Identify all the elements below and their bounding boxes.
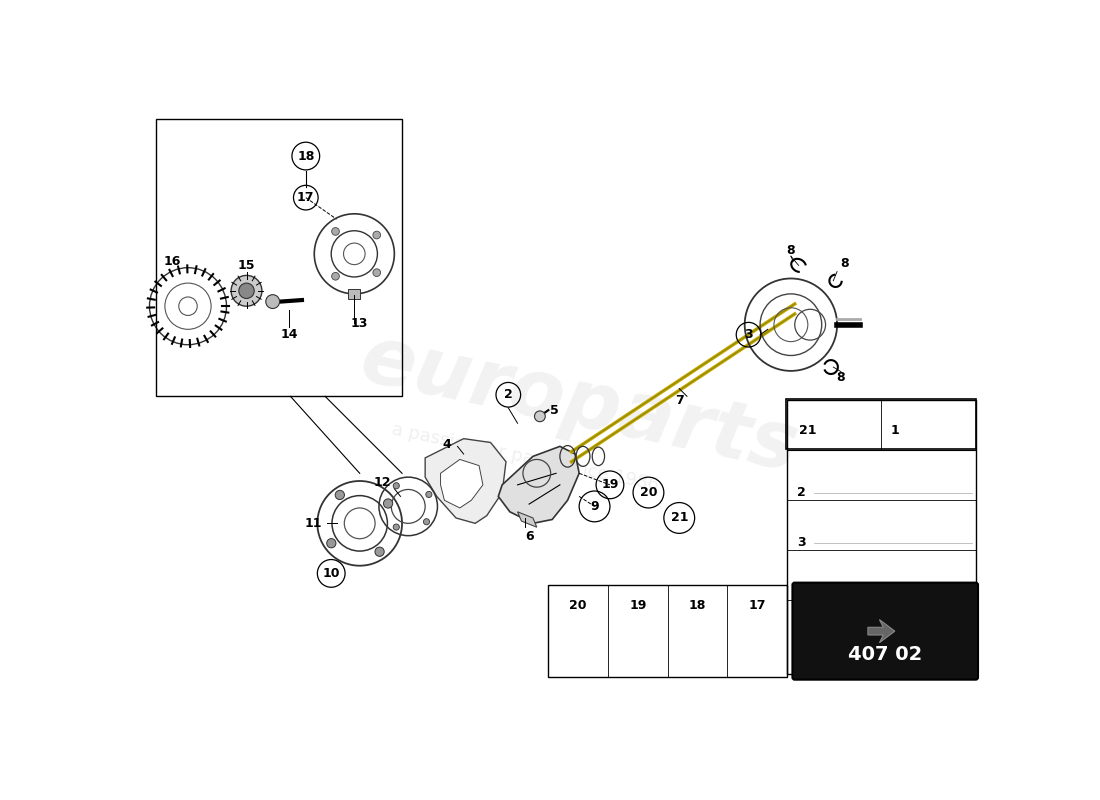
- Polygon shape: [868, 619, 895, 642]
- Text: 10: 10: [322, 567, 340, 580]
- Bar: [786, 398, 977, 450]
- Circle shape: [373, 269, 381, 277]
- Text: 407 02: 407 02: [848, 645, 923, 664]
- Text: 19: 19: [602, 478, 618, 491]
- Text: 13: 13: [351, 317, 369, 330]
- Text: 8: 8: [786, 243, 795, 257]
- Circle shape: [332, 273, 340, 280]
- Circle shape: [336, 490, 344, 499]
- Circle shape: [426, 491, 432, 498]
- Bar: [156, 119, 403, 396]
- Polygon shape: [440, 459, 483, 508]
- Text: 11: 11: [305, 517, 322, 530]
- Circle shape: [535, 411, 546, 422]
- Text: 9: 9: [591, 500, 598, 513]
- Text: 12: 12: [374, 476, 392, 489]
- Bar: [548, 585, 788, 678]
- Text: 8: 8: [837, 370, 845, 383]
- Text: 9: 9: [798, 589, 805, 602]
- Circle shape: [384, 499, 393, 508]
- Circle shape: [424, 518, 430, 525]
- Text: a passion for parts since 1986: a passion for parts since 1986: [390, 421, 660, 495]
- Circle shape: [373, 231, 381, 239]
- Circle shape: [393, 524, 399, 530]
- Text: 3: 3: [798, 536, 805, 549]
- Polygon shape: [517, 512, 537, 527]
- Text: 14: 14: [280, 328, 298, 341]
- Text: 17: 17: [297, 191, 315, 204]
- Circle shape: [375, 547, 384, 556]
- Text: 8: 8: [840, 258, 849, 270]
- Text: 16: 16: [164, 255, 182, 268]
- Text: 20: 20: [640, 486, 657, 499]
- Text: 15: 15: [238, 259, 255, 272]
- Polygon shape: [425, 438, 506, 523]
- Text: 2: 2: [798, 486, 806, 499]
- Circle shape: [266, 294, 279, 309]
- Text: 21: 21: [671, 511, 688, 525]
- Text: 2: 2: [504, 388, 513, 402]
- Text: 18: 18: [689, 599, 706, 612]
- Circle shape: [327, 538, 336, 548]
- Bar: [348, 290, 361, 298]
- Text: 5: 5: [550, 404, 559, 417]
- Text: 10: 10: [798, 640, 815, 653]
- Text: 6: 6: [525, 530, 533, 543]
- Text: 19: 19: [629, 599, 647, 612]
- Text: 21: 21: [799, 425, 816, 438]
- Polygon shape: [498, 446, 580, 523]
- Circle shape: [239, 283, 254, 298]
- Text: 1: 1: [891, 425, 900, 438]
- Circle shape: [393, 482, 399, 489]
- Text: europarts: europarts: [353, 319, 805, 489]
- Text: 20: 20: [570, 599, 587, 612]
- Circle shape: [231, 275, 262, 306]
- Text: 3: 3: [745, 328, 752, 341]
- Bar: [788, 400, 976, 674]
- Text: 18: 18: [297, 150, 315, 162]
- Text: 17: 17: [748, 599, 766, 612]
- Circle shape: [332, 227, 340, 235]
- Text: 7: 7: [675, 394, 683, 406]
- FancyBboxPatch shape: [792, 582, 978, 680]
- Text: 4: 4: [442, 438, 451, 450]
